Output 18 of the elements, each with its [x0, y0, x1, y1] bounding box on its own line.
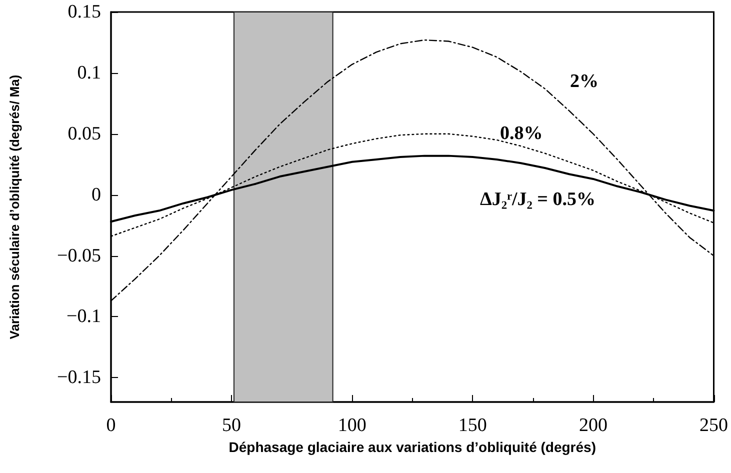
x-tick-label: 150 — [458, 415, 487, 436]
y-tick-label: −0.05 — [57, 245, 101, 266]
x-tick-label: 200 — [578, 415, 608, 436]
y-tick-label: 0.1 — [77, 62, 101, 84]
y-tick-label: −0.1 — [66, 306, 101, 328]
x-tick-label: 250 — [700, 415, 728, 436]
annotation: ΔJ₂ʳ/J₂ = 0.5% — [480, 189, 596, 210]
y-tick-label: 0.15 — [68, 2, 101, 22]
x-tick-label: 50 — [222, 415, 242, 436]
y-tick-label: 0.05 — [68, 123, 101, 144]
y-tick-label: −0.15 — [57, 367, 101, 388]
annotation: 2% — [570, 71, 598, 92]
x-tick-label: 100 — [338, 415, 366, 436]
annotation: 0.8% — [500, 123, 543, 144]
x-axis-title: Déphasage glaciaire aux variations d’obliquité (degrés) — [228, 438, 596, 455]
x-tick-label: 0 — [106, 415, 116, 436]
y-axis-title: Variation séculaire d’obliquité (degrés/ Ma) — [7, 74, 22, 340]
y-tick-label: 0 — [92, 184, 101, 206]
